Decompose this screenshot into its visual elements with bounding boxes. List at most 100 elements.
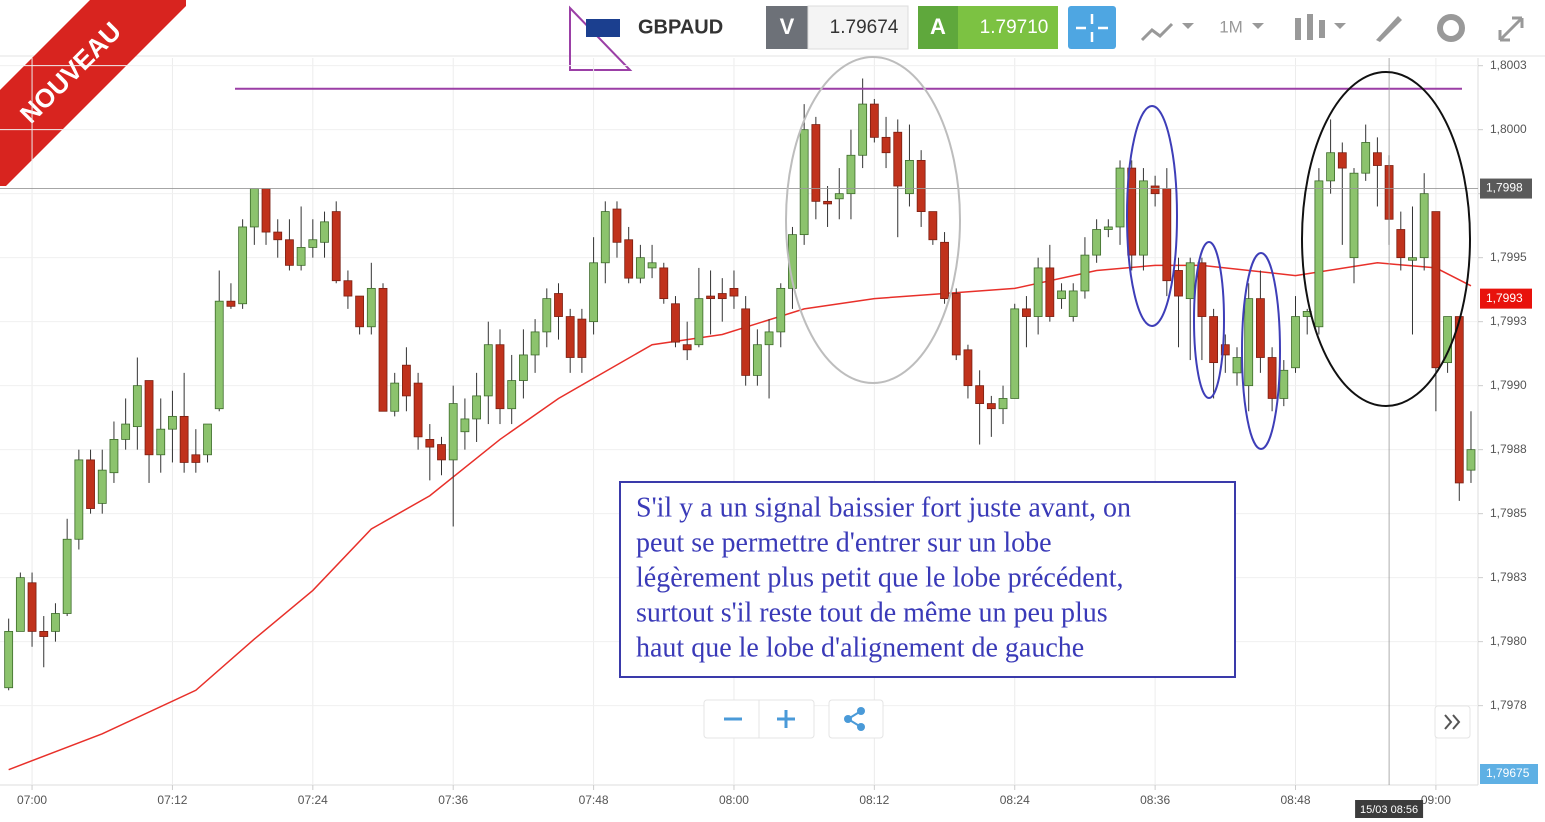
candle-body xyxy=(963,349,973,387)
candle-body xyxy=(390,382,400,412)
annotation-box xyxy=(619,481,1236,678)
candle-body xyxy=(1068,290,1078,317)
annotation-line: légèrement plus petit que le lobe précéd… xyxy=(636,562,1123,593)
y-tick-label: 1,7978 xyxy=(1490,698,1527,712)
y-tick-label: 1,7990 xyxy=(1490,378,1527,392)
candle-body xyxy=(635,257,645,279)
zoom-in-button[interactable] xyxy=(777,710,795,728)
candle-body xyxy=(109,439,119,474)
candle-body xyxy=(1349,172,1359,259)
candle-body xyxy=(1454,316,1464,484)
candle-body xyxy=(752,344,762,376)
annotation-line: haut que le lobe d'alignement de gauche xyxy=(636,632,1084,663)
x-tick-label: 07:48 xyxy=(579,793,609,807)
candle-body xyxy=(542,298,552,333)
candle-body xyxy=(343,280,353,297)
candle-body xyxy=(39,631,49,637)
candle-body xyxy=(834,193,844,200)
candle-body xyxy=(600,211,610,264)
fullscreen-button[interactable] xyxy=(1498,16,1524,42)
candle-body xyxy=(1220,344,1230,356)
draw-button[interactable] xyxy=(1376,16,1402,42)
candle-body xyxy=(296,247,306,266)
buy-label: A xyxy=(930,14,946,39)
highlight-ellipse xyxy=(785,56,961,384)
candle-body xyxy=(682,344,692,351)
candle-body xyxy=(378,287,388,412)
bid-marker-label: 1,79675 xyxy=(1486,766,1530,780)
bid-marker-bg xyxy=(1480,764,1538,784)
candle-body xyxy=(1033,267,1043,317)
y-tick-label: 1,7988 xyxy=(1490,442,1527,456)
candle-body xyxy=(1092,229,1102,256)
x-tick-label: 07:24 xyxy=(298,793,328,807)
x-tick-label: 08:24 xyxy=(1000,793,1030,807)
candle-body xyxy=(1209,316,1219,364)
x-tick-label: 07:36 xyxy=(438,793,468,807)
candle-body xyxy=(940,241,949,300)
candle-body xyxy=(764,331,774,346)
candle-body xyxy=(624,239,634,279)
timeframe-button[interactable]: 1M xyxy=(1219,17,1243,36)
y-tick-label: 1,8003 xyxy=(1490,58,1527,72)
candle-body xyxy=(998,398,1008,410)
candle-body xyxy=(799,129,809,236)
candle-body xyxy=(27,582,37,632)
candle-body xyxy=(1443,316,1452,364)
candle-body xyxy=(811,124,821,202)
candle-body xyxy=(1361,142,1371,174)
candle-body xyxy=(507,380,517,410)
indicators-button[interactable] xyxy=(1295,14,1325,40)
crosshair-label: 15/03 08:56 xyxy=(1360,804,1418,816)
candle-body xyxy=(425,439,435,448)
highlight-ellipse xyxy=(1301,71,1471,407)
share-button[interactable] xyxy=(844,707,865,731)
candle-body xyxy=(132,385,142,428)
candle-body xyxy=(869,103,879,138)
dropdown-arrow xyxy=(1182,23,1194,29)
candle-body xyxy=(893,131,903,187)
candle-body xyxy=(741,308,751,376)
crosshair-button[interactable] xyxy=(1068,6,1116,49)
settings-button[interactable] xyxy=(1437,14,1465,42)
candle-body xyxy=(975,385,985,404)
candle-body xyxy=(858,103,868,156)
sell-price: 1.79674 xyxy=(830,17,899,38)
moving-average xyxy=(8,262,1472,771)
annotation-line: peut se permettre d'entrer sur un lobe xyxy=(636,527,1052,558)
candle-body xyxy=(191,454,201,463)
buy-price-box[interactable] xyxy=(958,6,1058,49)
annotation-line: S'il y a un signal baissier fort juste a… xyxy=(636,492,1131,523)
candle-body xyxy=(729,287,739,297)
candle-body xyxy=(1408,257,1417,261)
candle-body xyxy=(706,295,715,300)
candle-body xyxy=(530,331,540,356)
candle-body xyxy=(565,316,575,358)
candle-body xyxy=(4,631,14,689)
x-tick-label: 07:00 xyxy=(17,793,47,807)
candle-body xyxy=(355,295,365,328)
candle-body xyxy=(86,459,95,509)
candle-body xyxy=(97,469,107,504)
candle-body xyxy=(121,423,131,440)
candle-body xyxy=(1057,290,1066,300)
candle-body xyxy=(671,303,680,343)
y-tick-label: 1,7980 xyxy=(1490,634,1527,648)
candle-body xyxy=(1466,449,1476,471)
buy-button[interactable] xyxy=(918,6,958,49)
scroll-button[interactable] xyxy=(1434,705,1471,739)
sell-button[interactable] xyxy=(766,6,808,49)
candle-body xyxy=(226,300,236,307)
candle-body xyxy=(1337,152,1347,169)
sell-price-box[interactable] xyxy=(807,5,909,50)
y-tick-label: 1,7993 xyxy=(1490,314,1527,328)
candle-body xyxy=(483,344,493,397)
candle-body xyxy=(460,418,470,433)
chart-type-button[interactable] xyxy=(1140,22,1174,42)
crosshair-label-bg xyxy=(1355,800,1424,818)
candle-body xyxy=(577,318,587,358)
highlight-ellipse xyxy=(1241,252,1281,450)
candle-body xyxy=(518,354,528,381)
x-tick-label: 08:48 xyxy=(1280,793,1310,807)
